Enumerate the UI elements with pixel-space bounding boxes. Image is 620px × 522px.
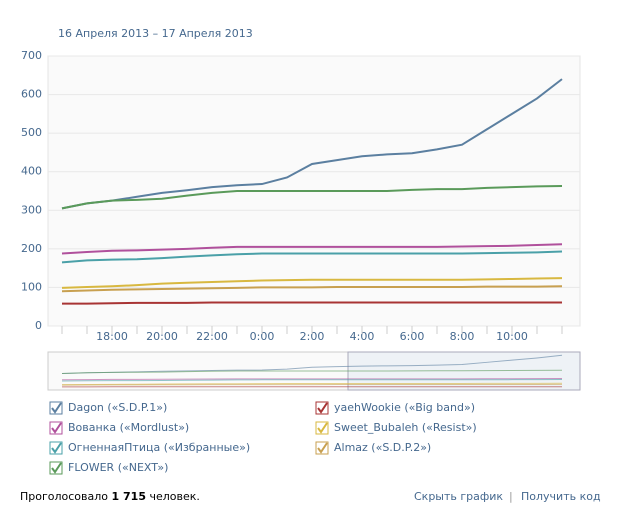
legend-check <box>317 402 328 414</box>
series-line <box>61 277 563 289</box>
legend-label[interactable]: Вованка («Mordlust») <box>68 421 189 434</box>
legend-label[interactable]: yaehWookie («Big band») <box>334 401 475 414</box>
x-tick-label: 2:00 <box>300 330 325 343</box>
legend-check <box>51 402 62 414</box>
y-tick-label: 200 <box>21 242 42 255</box>
y-tick-label: 300 <box>21 203 42 216</box>
legend-check <box>317 442 328 454</box>
x-tick-label: 18:00 <box>96 330 128 343</box>
series-line <box>61 184 563 210</box>
navigator-line <box>61 369 563 374</box>
legend-check <box>51 442 62 454</box>
separator: | <box>509 490 513 503</box>
x-tick-label: 4:00 <box>350 330 375 343</box>
navigator-line <box>61 382 563 386</box>
series-line <box>61 78 563 210</box>
x-tick-label: 8:00 <box>450 330 475 343</box>
legend-label[interactable]: ОгненнаяПтица («Избранные») <box>68 441 250 454</box>
y-tick-label: 400 <box>21 165 42 178</box>
y-tick-label: 500 <box>21 126 42 139</box>
legend-label[interactable]: Dagon («S.D.P.1») <box>68 401 167 414</box>
legend-check <box>51 422 62 434</box>
get-code-link[interactable]: Получить код <box>521 490 601 503</box>
voted-prefix: Проголосовало <box>20 490 108 503</box>
navigator-line <box>61 383 563 386</box>
series-line <box>61 243 563 255</box>
series-line <box>61 250 563 264</box>
navigator-line <box>61 354 563 374</box>
series-line <box>61 285 563 293</box>
legend-label[interactable]: FLOWER («NEXT») <box>68 461 168 474</box>
chart-subtitle: 16 Апреля 2013 – 17 Апреля 2013 <box>58 27 253 40</box>
series-line <box>62 301 562 305</box>
x-tick-label: 20:00 <box>146 330 178 343</box>
x-tick-label: 10:00 <box>496 330 528 343</box>
legend-label[interactable]: Almaz («S.D.P.2») <box>334 441 431 454</box>
x-tick-label: 22:00 <box>196 330 228 343</box>
legend-check <box>317 422 328 434</box>
y-tick-label: 600 <box>21 88 42 101</box>
x-tick-label: 0:00 <box>250 330 275 343</box>
navigator-line <box>61 377 563 381</box>
legend-check <box>51 462 62 474</box>
legend-label[interactable]: Sweet_Bubaleh («Resist») <box>334 421 477 434</box>
y-tick-label: 700 <box>21 49 42 62</box>
y-tick-label: 100 <box>21 280 42 293</box>
hide-chart-link[interactable]: Скрыть график <box>414 490 503 503</box>
navigator-line <box>61 379 563 382</box>
voted-count: 1 715 <box>112 490 146 503</box>
voted-text: Проголосовало 1 715 человек. <box>20 490 200 503</box>
y-tick-label: 0 <box>35 319 42 332</box>
voted-suffix: человек. <box>149 490 199 503</box>
x-tick-label: 6:00 <box>400 330 425 343</box>
